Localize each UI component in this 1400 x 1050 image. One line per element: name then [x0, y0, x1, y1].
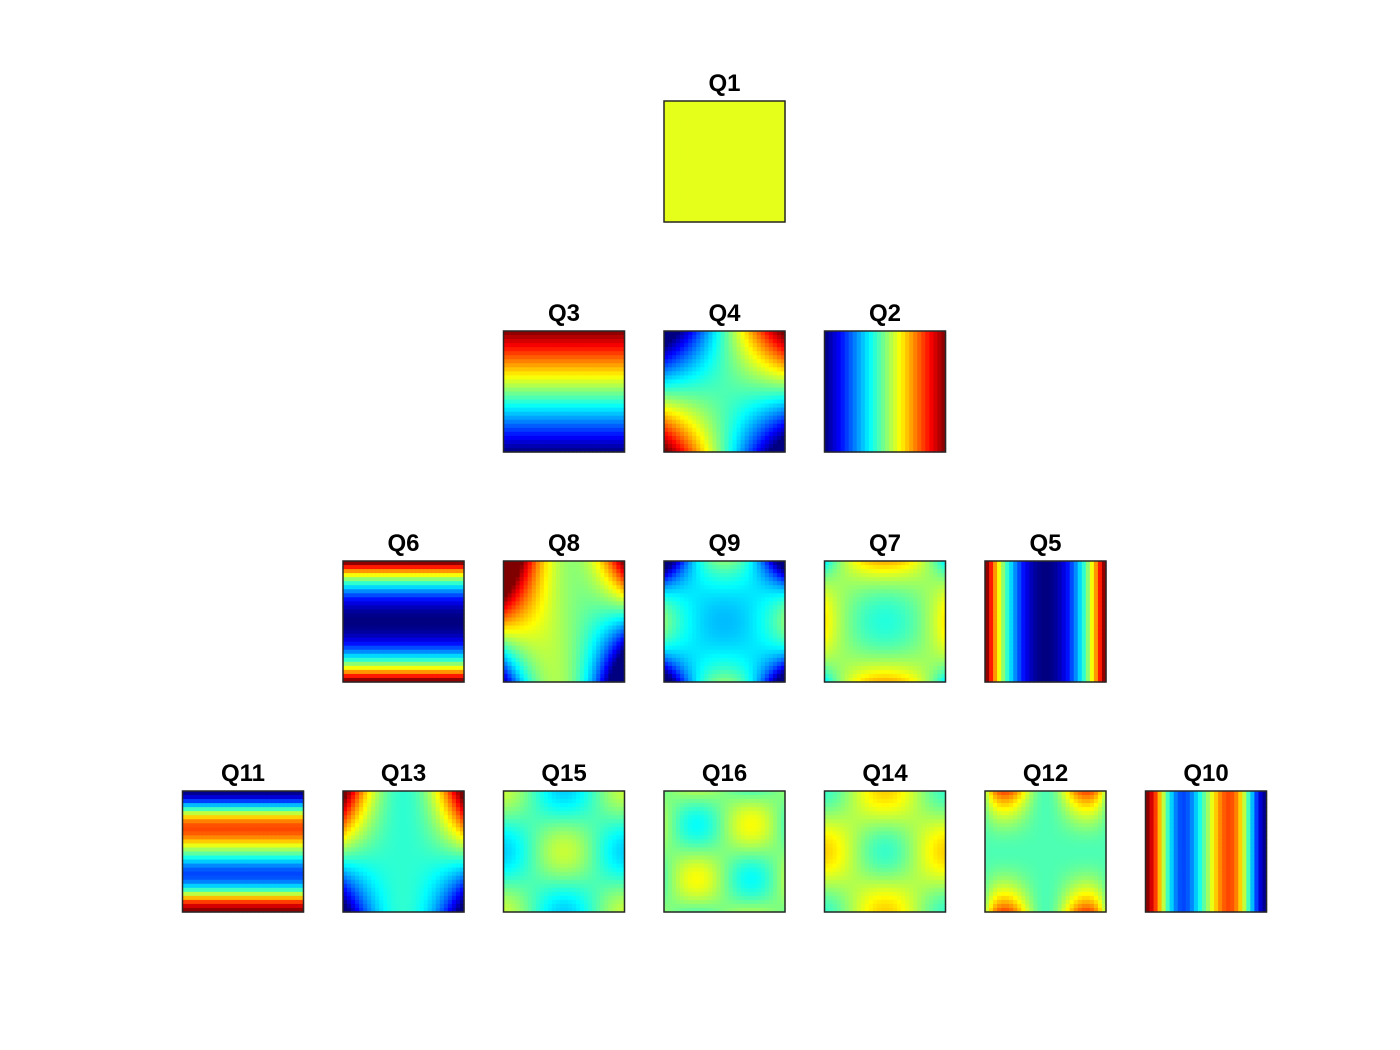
- tile-title: Q6: [387, 530, 419, 557]
- tile-frame: [502, 790, 626, 913]
- tile-title: Q13: [381, 760, 426, 787]
- tile-title: Q2: [869, 300, 901, 327]
- tile-title: Q16: [702, 760, 747, 787]
- tile-heatmap: [343, 561, 465, 683]
- tile-heatmap: [664, 101, 786, 223]
- tile-frame: [823, 330, 947, 453]
- tile-frame: [1144, 790, 1268, 913]
- tiles-layer: Q1 Q3 Q4 Q2 Q6 Q8 Q9 Q7 Q5 Q11 Q13 Q15 Q16 Q14 Q12 Q10: [181, 70, 1268, 913]
- tile-q14: Q14: [823, 760, 947, 913]
- tile-heatmap: [664, 561, 786, 683]
- tile-frame: [823, 790, 947, 913]
- tile-title: Q14: [862, 760, 908, 787]
- tile-heatmap: [985, 561, 1107, 683]
- tile-title: Q12: [1023, 760, 1068, 787]
- tile-title: Q5: [1029, 530, 1061, 557]
- tile-q8: Q8: [502, 530, 626, 683]
- tile-heatmap: [824, 791, 947, 913]
- tile-frame: [342, 560, 465, 683]
- tile-frame: [181, 790, 305, 913]
- tile-heatmap: [824, 561, 947, 683]
- tile-frame: [502, 330, 626, 453]
- tile-heatmap: [664, 791, 786, 913]
- tile-title: Q7: [869, 530, 901, 557]
- tile-frame: [663, 790, 786, 913]
- tile-frame: [663, 560, 786, 683]
- tile-q11: Q11: [181, 760, 305, 913]
- tile-heatmap: [503, 561, 626, 683]
- tile-frame: [663, 100, 786, 223]
- tile-frame: [663, 330, 786, 453]
- tile-heatmap: [664, 331, 786, 453]
- tile-q9: Q9: [663, 530, 786, 683]
- tile-title: Q15: [541, 760, 586, 787]
- tile-q16: Q16: [663, 760, 786, 913]
- tile-title: Q3: [548, 300, 580, 327]
- tile-frame: [502, 560, 626, 683]
- tile-q10: Q10: [1144, 760, 1268, 913]
- tile-frame: [342, 790, 465, 913]
- tile-heatmap: [343, 791, 465, 913]
- tile-q1: Q1: [663, 70, 786, 223]
- tile-q6: Q6: [342, 530, 465, 683]
- tile-frame: [984, 790, 1107, 913]
- tile-title: Q9: [708, 530, 740, 557]
- tile-title: Q4: [708, 300, 741, 327]
- tile-heatmap: [503, 791, 626, 913]
- tile-frame: [823, 560, 947, 683]
- tile-heatmap: [985, 791, 1107, 913]
- tile-title: Q1: [708, 70, 740, 97]
- tile-q3: Q3: [502, 300, 626, 453]
- tile-q4: Q4: [663, 300, 786, 453]
- tile-q2: Q2: [823, 300, 947, 453]
- tile-heatmap: [824, 331, 947, 453]
- tile-title: Q11: [221, 760, 265, 787]
- tile-q15: Q15: [502, 760, 626, 913]
- tile-q5: Q5: [984, 530, 1107, 683]
- tile-q13: Q13: [342, 760, 465, 913]
- tile-heatmap: [1145, 791, 1268, 913]
- tile-q12: Q12: [984, 760, 1107, 913]
- tile-frame: [984, 560, 1107, 683]
- tile-heatmap: [182, 791, 305, 913]
- tile-title: Q10: [1183, 760, 1228, 787]
- tile-title: Q8: [548, 530, 580, 557]
- tile-q7: Q7: [823, 530, 947, 683]
- tile-heatmap: [503, 331, 626, 453]
